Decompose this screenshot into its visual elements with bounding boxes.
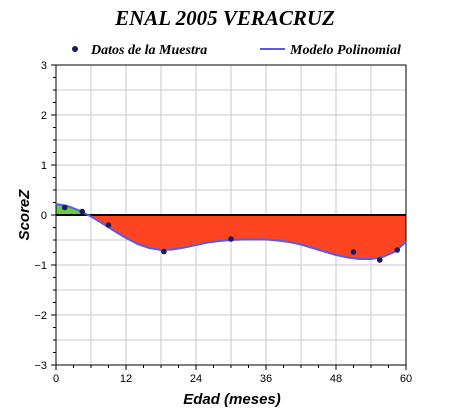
- legend: Datos de la Muestra Modelo Polinomial: [72, 43, 401, 58]
- data-point: [61, 204, 68, 211]
- y-tick-label: −2: [34, 310, 47, 322]
- x-axis-label: Edad (meses): [183, 391, 281, 408]
- x-tick-label: 48: [330, 373, 342, 385]
- legend-label-sample: Datos de la Muestra: [90, 43, 207, 58]
- x-tick-label: 0: [53, 373, 59, 385]
- sample-points: [61, 204, 401, 263]
- data-point: [376, 257, 383, 263]
- y-axis-label: ScoreZ: [16, 189, 33, 241]
- x-tick-label: 60: [400, 373, 412, 385]
- data-point: [394, 247, 401, 253]
- y-tick-label: 2: [41, 110, 47, 122]
- x-tick-label: 36: [260, 373, 272, 385]
- legend-label-model: Modelo Polinomial: [289, 43, 401, 58]
- data-point: [161, 248, 167, 255]
- y-tick-label: 3: [41, 60, 47, 72]
- x-tick-label: 24: [190, 373, 202, 385]
- area-below-zero: [88, 215, 406, 259]
- x-axis-ticks: 0 12 24 36 48 60: [53, 365, 412, 385]
- data-point: [105, 222, 112, 228]
- legend-marker-sample: [72, 46, 78, 52]
- y-tick-label: −1: [34, 260, 47, 272]
- chart-title: ENAL 2005 VERACRUZ: [114, 6, 335, 30]
- data-point: [228, 236, 234, 242]
- y-tick-label: −3: [34, 360, 47, 372]
- data-point: [350, 249, 357, 255]
- y-tick-label: 1: [41, 160, 47, 172]
- data-point: [79, 208, 86, 215]
- y-axis-ticks: −3 −2 −1 0 1 2 3: [34, 60, 56, 372]
- y-tick-label: 0: [41, 210, 47, 222]
- x-tick-label: 12: [120, 373, 132, 385]
